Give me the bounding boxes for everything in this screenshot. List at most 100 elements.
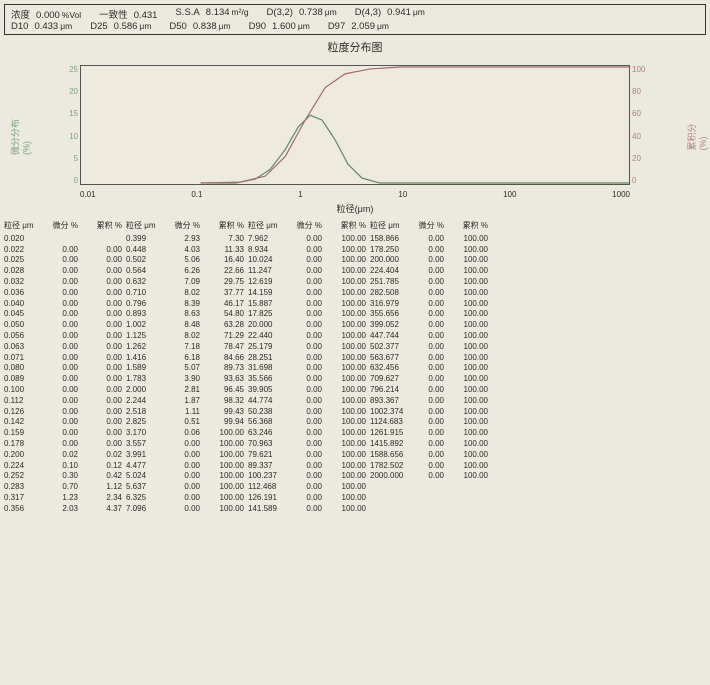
cell: 5.06 (166, 255, 200, 266)
cell: 100.00 (448, 299, 488, 310)
cell: 0.00 (288, 363, 322, 374)
cell: 0.710 (126, 288, 162, 299)
cell: 100.00 (448, 331, 488, 342)
param-value: 8.134 (206, 7, 230, 18)
cell: 16.40 (204, 255, 244, 266)
cell: 0.178 (4, 439, 40, 450)
cell: 1.23 (44, 493, 78, 504)
table-body: 0.0200.3992.937.307.9620.00100.00158.866… (4, 234, 706, 515)
column-header: 粒径 μm (4, 221, 40, 232)
cell: 0.00 (82, 407, 122, 418)
cell: 100.00 (326, 234, 366, 245)
param-unit: μm (413, 7, 425, 17)
cell: 0.399 (126, 234, 162, 245)
cell: 100.00 (326, 396, 366, 407)
param-unit: μm (298, 21, 310, 31)
tick: 20 (60, 87, 78, 96)
cell: 3.90 (166, 374, 200, 385)
tick: 5 (60, 154, 78, 163)
cell: 1002.374 (370, 407, 406, 418)
cell: 0.00 (82, 363, 122, 374)
cell: 100.00 (326, 374, 366, 385)
tick: 1000 (612, 190, 630, 199)
cell: 2.93 (166, 234, 200, 245)
cell: 0.036 (4, 288, 40, 299)
cell: 100.237 (248, 471, 284, 482)
cell: 100.00 (326, 255, 366, 266)
cell: 6.18 (166, 353, 200, 364)
tick: 1 (298, 190, 302, 199)
cell: 0.00 (166, 493, 200, 504)
table-row: 0.3562.034.377.0960.00100.00141.5890.001… (4, 504, 706, 515)
parameter: D(3,2)0.738μm (267, 7, 337, 21)
cell: 100.00 (448, 255, 488, 266)
cell: 0.00 (44, 374, 78, 385)
cell: 0.00 (44, 396, 78, 407)
param-unit: μm (60, 21, 72, 31)
tick: 20 (632, 154, 652, 163)
cell: 0.00 (410, 299, 444, 310)
cell: 100.00 (326, 504, 366, 515)
cell: 100.00 (326, 417, 366, 428)
cell: 78.47 (204, 342, 244, 353)
cell: 355.656 (370, 309, 406, 320)
cell: 0.00 (82, 255, 122, 266)
cell: 0.51 (166, 417, 200, 428)
cell: 100.00 (326, 331, 366, 342)
cell: 2.81 (166, 385, 200, 396)
cell: 70.963 (248, 439, 284, 450)
cell: 0.050 (4, 320, 40, 331)
cell: 8.02 (166, 288, 200, 299)
cell: 3.170 (126, 428, 162, 439)
cell: 100.00 (448, 428, 488, 439)
column-header: 粒径 μm (370, 221, 406, 232)
param-unit: %Vol (62, 10, 81, 20)
cell: 2.518 (126, 407, 162, 418)
cell: 0.893 (126, 309, 162, 320)
cell: 100.00 (326, 342, 366, 353)
cell: 0.126 (4, 407, 40, 418)
cell: 100.00 (448, 374, 488, 385)
cell: 0.00 (410, 407, 444, 418)
cell: 100.00 (326, 266, 366, 277)
cell: 0.200 (4, 450, 40, 461)
cell: 37.77 (204, 288, 244, 299)
cell: 0.112 (4, 396, 40, 407)
cell: 100.00 (448, 407, 488, 418)
cell: 1124.683 (370, 417, 406, 428)
table-row: 0.0320.000.000.6327.0929.7512.6190.00100… (4, 277, 706, 288)
cell: 282.508 (370, 288, 406, 299)
cell: 100.00 (448, 385, 488, 396)
table-row: 0.1120.000.002.2441.8798.3244.7740.00100… (4, 396, 706, 407)
cell: 0.70 (44, 482, 78, 493)
cell: 1415.892 (370, 439, 406, 450)
cell: 0.00 (410, 417, 444, 428)
cell: 89.73 (204, 363, 244, 374)
cell: 1.589 (126, 363, 162, 374)
cell: 0.00 (288, 504, 322, 515)
cell: 0.00 (166, 461, 200, 472)
cell: 100.00 (448, 471, 488, 482)
param-value: 1.600 (272, 21, 296, 32)
cell: 0.00 (82, 342, 122, 353)
y-right-ticks: 100806040200 (632, 65, 652, 185)
cell: 1261.915 (370, 428, 406, 439)
cell: 12.619 (248, 277, 284, 288)
param-value: 0.838 (193, 21, 217, 32)
param-value: 0.000 (36, 10, 60, 21)
cell: 796.214 (370, 385, 406, 396)
cell: 2.825 (126, 417, 162, 428)
cell: 6.325 (126, 493, 162, 504)
table-row: 0.1420.000.002.8250.5199.9456.3680.00100… (4, 417, 706, 428)
cell: 0.00 (44, 320, 78, 331)
table-row: 0.0890.000.001.7833.9093.6335.5660.00100… (4, 374, 706, 385)
cell: 1.002 (126, 320, 162, 331)
cell: 1.11 (166, 407, 200, 418)
cell: 99.94 (204, 417, 244, 428)
cell: 7.962 (248, 234, 284, 245)
cell: 0.502 (126, 255, 162, 266)
tick: 40 (632, 132, 652, 141)
table-row: 0.0500.000.001.0028.4863.2820.0000.00100… (4, 320, 706, 331)
cell: 0.159 (4, 428, 40, 439)
column-header: 累积 % (326, 221, 366, 232)
